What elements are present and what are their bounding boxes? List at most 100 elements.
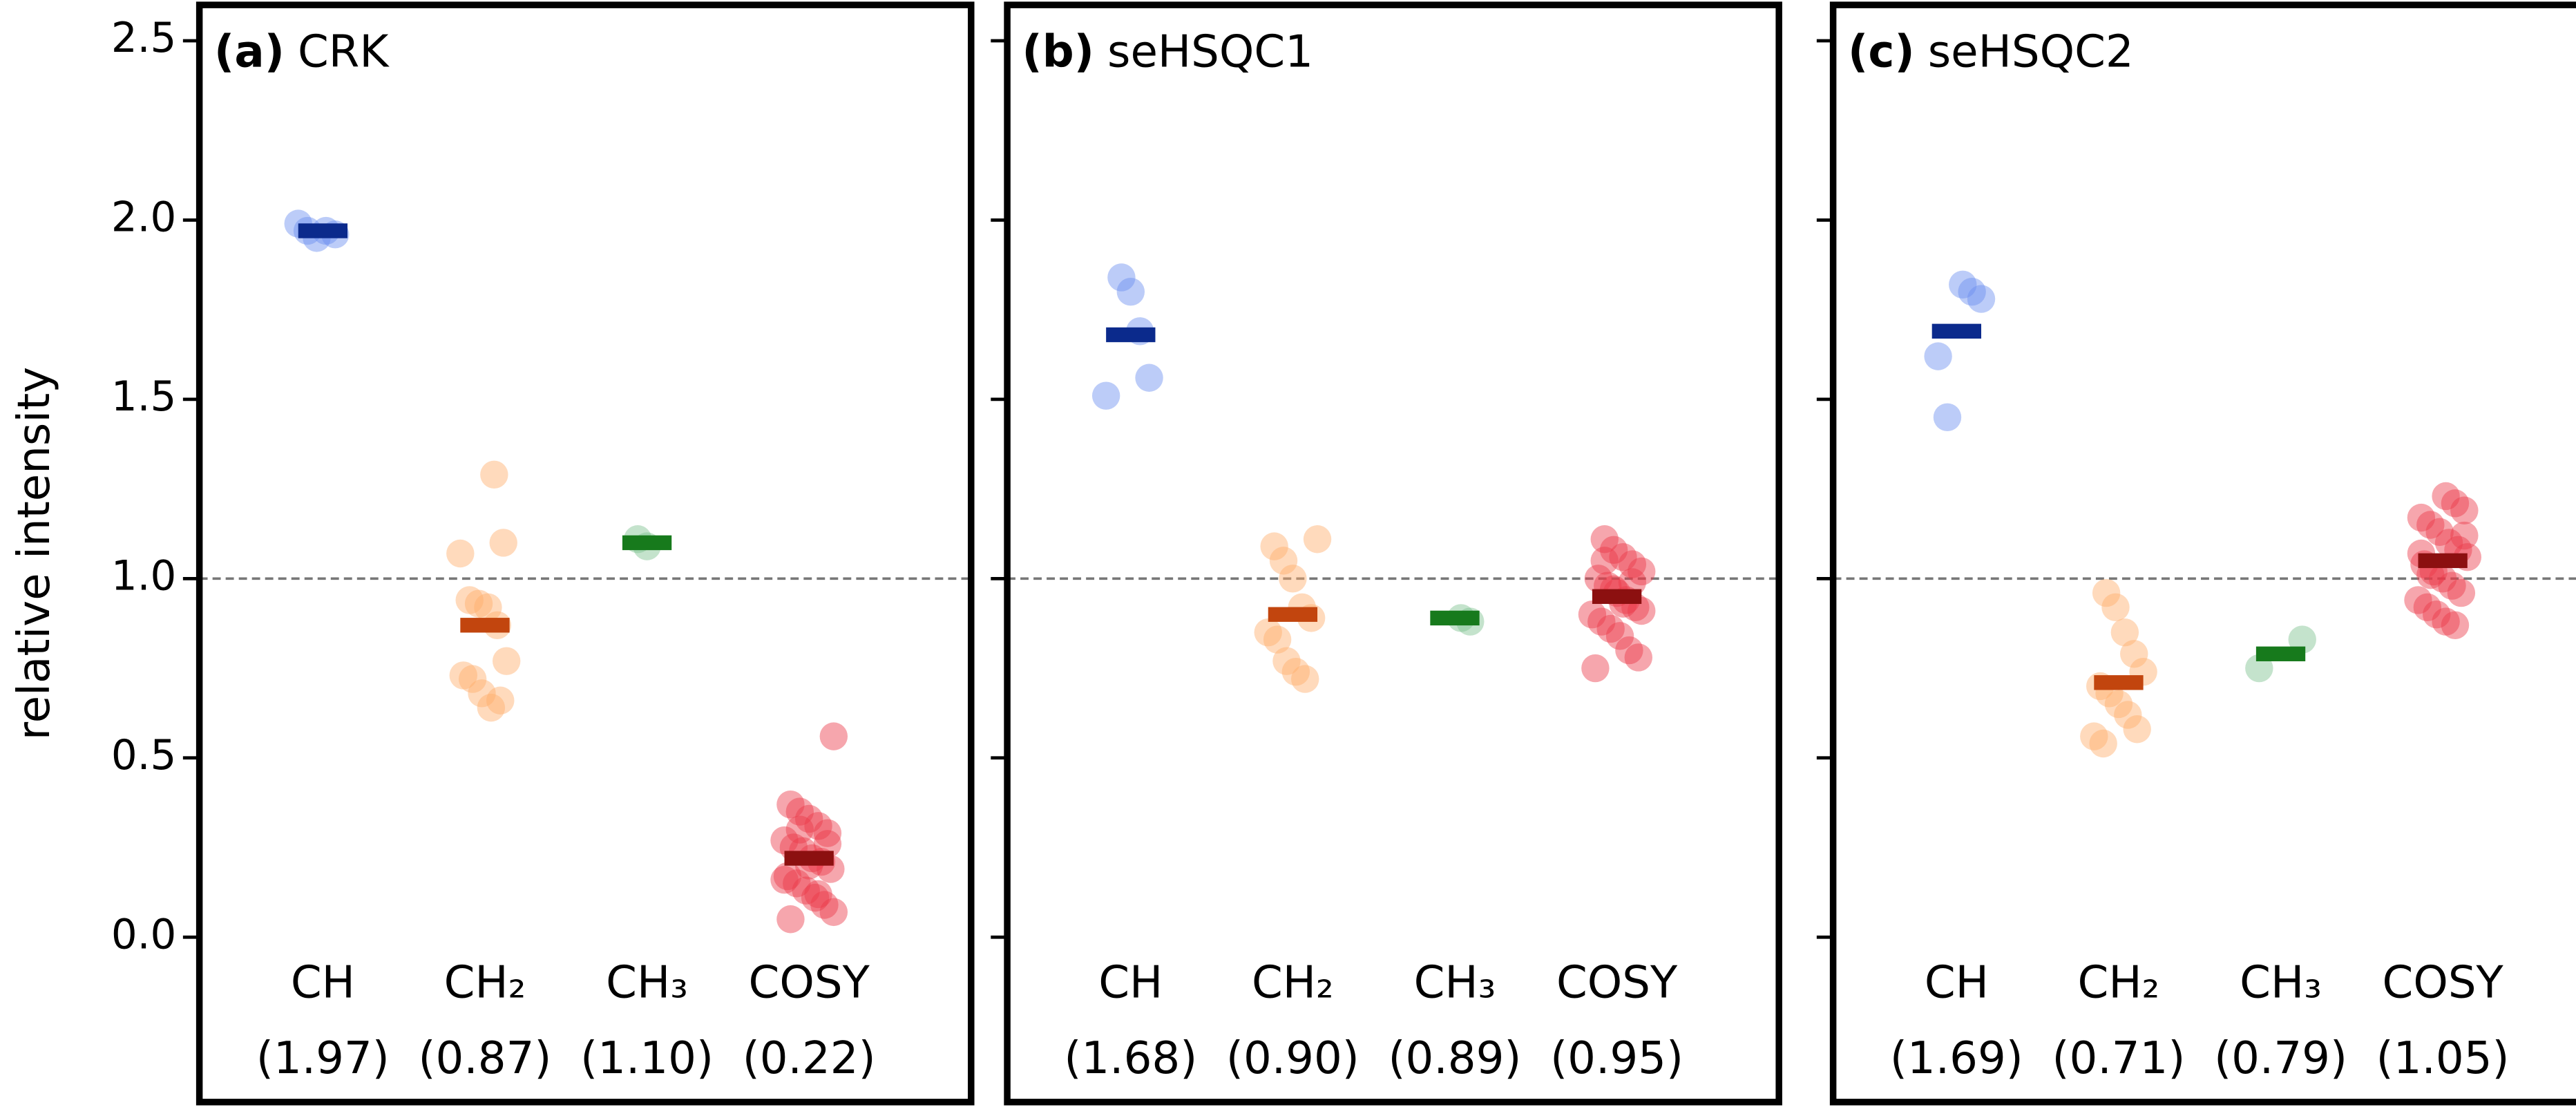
data-point xyxy=(486,686,515,715)
data-point xyxy=(2416,511,2445,539)
data-point xyxy=(1933,403,1962,432)
mean-label: (1.97) xyxy=(256,1032,390,1084)
data-point xyxy=(464,589,493,618)
data-point xyxy=(819,722,848,750)
mean-label: (0.71) xyxy=(2052,1032,2185,1084)
panel-title: (a) CRK xyxy=(214,26,390,77)
data-point xyxy=(819,898,848,927)
mean-bar xyxy=(1268,607,1318,622)
data-point xyxy=(1590,547,1619,575)
y-tick-label: 1.5 xyxy=(111,373,176,421)
category-label: CH xyxy=(1098,957,1163,1009)
category-label: COSY xyxy=(749,957,870,1009)
mean-label: (0.79) xyxy=(2214,1032,2347,1084)
data-point xyxy=(2438,571,2466,600)
category-label: CH xyxy=(1925,957,1989,1009)
data-point xyxy=(2413,593,2442,622)
data-point xyxy=(2104,690,2133,719)
data-point xyxy=(1581,654,1610,683)
mean-label: (0.87) xyxy=(419,1032,552,1084)
data-point xyxy=(1605,622,1634,650)
data-point xyxy=(2407,503,2436,532)
data-point xyxy=(1303,525,1332,554)
y-tick-label: 1.0 xyxy=(111,552,176,600)
data-point xyxy=(2404,586,2432,614)
mean-label: (1.68) xyxy=(1064,1032,1197,1084)
data-point xyxy=(1135,363,1163,392)
data-point xyxy=(783,869,811,898)
panel-frame xyxy=(1829,1,2576,1106)
y-tick-label: 2.5 xyxy=(111,15,176,62)
data-point xyxy=(1967,285,1996,313)
category-label: CH xyxy=(291,957,355,1009)
y-axis-label: relative intensity xyxy=(8,367,60,741)
data-point xyxy=(1272,647,1301,675)
data-point xyxy=(2441,611,2470,639)
data-point xyxy=(2110,618,2139,647)
data-point xyxy=(804,812,832,840)
data-point xyxy=(1281,658,1310,686)
category-label: CH₂ xyxy=(1252,957,1334,1009)
panel: 0.0 0.5 1.0 1.5 2.0 2.5 relative intensity (a) C… xyxy=(8,1,975,1106)
data-point xyxy=(1924,342,1952,370)
data-point xyxy=(792,876,820,905)
panel-title: (c) seHSQC2 xyxy=(1848,26,2134,77)
y-tick-label: 0.5 xyxy=(111,732,176,779)
data-point xyxy=(1628,557,1656,586)
mean-bar xyxy=(1106,327,1156,343)
mean-bar xyxy=(1430,610,1480,626)
data-point xyxy=(1599,536,1628,565)
y-tick-label: 0.0 xyxy=(111,911,176,958)
data-point xyxy=(474,593,502,622)
mean-label: (1.05) xyxy=(2376,1032,2510,1084)
data-point xyxy=(449,661,477,690)
data-point xyxy=(801,883,830,912)
data-point xyxy=(1618,550,1647,578)
data-point xyxy=(492,647,521,675)
data-point xyxy=(2089,729,2117,758)
data-point xyxy=(785,815,814,844)
data-point xyxy=(1958,278,1986,306)
mean-bar xyxy=(784,851,834,866)
data-point xyxy=(1279,565,1307,593)
mean-bar xyxy=(1931,323,1982,339)
data-point xyxy=(458,665,487,693)
mean-label: (0.89) xyxy=(1389,1032,1522,1084)
category-label: CH₃ xyxy=(606,957,688,1009)
data-point xyxy=(1949,270,1977,299)
panel: (b) seHSQC1 CH (1.68) CH₂ (0.90) CH₃ (0.89) COSY… xyxy=(991,1,1782,1106)
data-point xyxy=(1578,600,1607,629)
mean-bar xyxy=(2418,553,2468,569)
mean-bar xyxy=(460,618,510,633)
category-label: COSY xyxy=(1556,957,1678,1009)
mean-label: (0.95) xyxy=(1550,1032,1683,1084)
data-point xyxy=(2092,578,2121,607)
category-label: CH₂ xyxy=(2078,957,2160,1009)
data-point xyxy=(477,693,506,722)
data-point xyxy=(2450,521,2479,550)
title-text: CRK xyxy=(298,26,390,77)
data-point xyxy=(455,586,484,614)
category-label: CH₃ xyxy=(1414,957,1496,1009)
data-point xyxy=(813,819,842,847)
panel-label: (a) xyxy=(214,26,285,77)
data-point xyxy=(2434,529,2463,557)
mean-bar xyxy=(298,223,348,238)
data-point xyxy=(1609,542,1637,571)
category-label: CH₃ xyxy=(2240,957,2322,1009)
data-point xyxy=(785,797,814,826)
data-point xyxy=(2120,640,2148,668)
data-point xyxy=(446,539,475,568)
data-point xyxy=(2425,518,2454,547)
data-point xyxy=(773,862,802,891)
data-point xyxy=(2450,496,2479,524)
panel-frame xyxy=(195,1,975,1106)
data-point xyxy=(1254,618,1282,647)
mean-label: (0.22) xyxy=(743,1032,876,1084)
data-point xyxy=(1596,614,1625,643)
category-label: COSY xyxy=(2383,957,2504,1009)
data-point xyxy=(776,791,805,819)
data-point xyxy=(1624,643,1652,672)
data-point xyxy=(2123,715,2151,744)
